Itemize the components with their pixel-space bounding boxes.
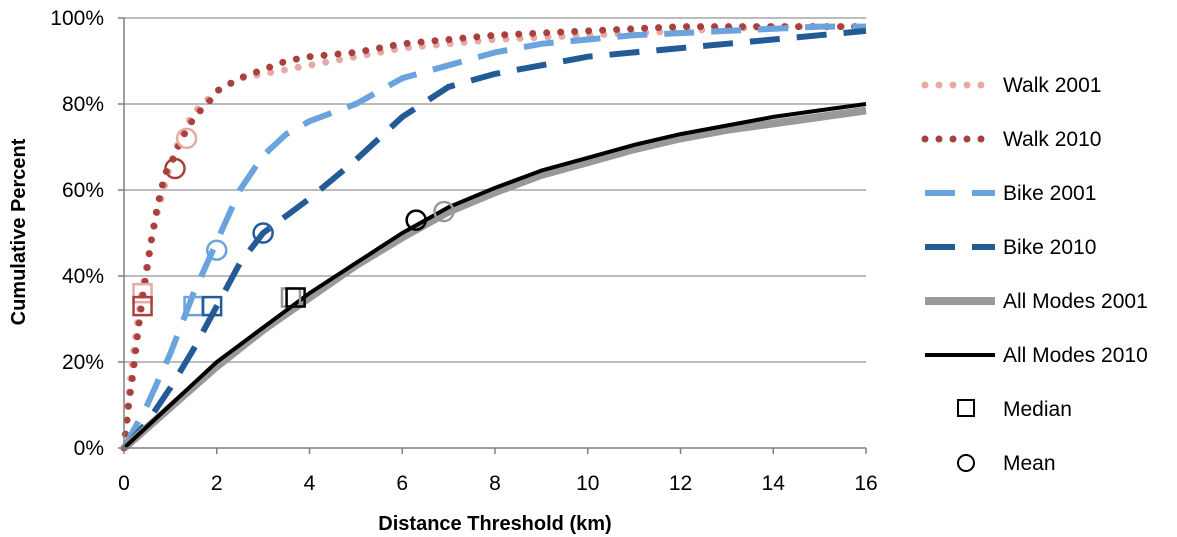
mean-marker-bike-2001 [206, 239, 228, 261]
x-tick-label: 12 [669, 472, 692, 495]
x-tick-label: 8 [489, 472, 501, 495]
series-line-all-modes-2010 [122, 102, 867, 450]
legend-label-median: Median [1003, 398, 1072, 421]
mean-marker-all-modes-2010 [405, 209, 427, 231]
y-tick-label: 20% [62, 351, 104, 374]
mean-marker-walk-2001 [175, 127, 198, 150]
axes [118, 17, 867, 454]
mean-marker-all-modes-2001 [433, 200, 455, 223]
y-tick-label: 80% [62, 93, 104, 116]
legend-median-square [957, 399, 975, 417]
x-tick-label: 0 [118, 472, 130, 495]
legend-label-all-modes-2010: All Modes 2010 [1003, 344, 1148, 367]
series-line-walk-2010 [120, 23, 870, 452]
y-axis-title: Cumulative Percent [8, 138, 30, 325]
median-marker-walk-2001 [132, 282, 153, 304]
series-line-bike-2001 [121, 23, 866, 450]
legend-label-bike-2010: Bike 2010 [1003, 236, 1096, 259]
mean-marker-walk-2010 [164, 157, 186, 180]
legend-label-bike-2001: Bike 2001 [1003, 182, 1096, 205]
tick-labels: 0% 20% 40% 60% 80% 100% 0 2 4 6 8 10 12 14 16 [50, 7, 877, 495]
series-line-all-modes-2001 [121, 106, 867, 452]
legend-mean-circle [957, 454, 975, 472]
series-line-walk-2001 [120, 23, 870, 452]
series-line-bike-2010 [121, 27, 867, 451]
x-tick-label: 2 [211, 472, 223, 495]
series-lines [120, 23, 870, 452]
x-tick-label: 16 [854, 472, 877, 495]
legend-label-all-modes-2001: All Modes 2001 [1003, 290, 1148, 313]
median-marker-all-modes-2010 [285, 287, 306, 308]
x-tick-label: 14 [762, 472, 786, 495]
x-axis-title: Distance Threshold (km) [378, 513, 611, 535]
y-tick-label: 100% [50, 7, 104, 30]
x-tick-label: 10 [576, 472, 599, 495]
y-tick-label: 40% [62, 265, 104, 288]
y-tick-label: 60% [62, 179, 104, 202]
x-tick-label: 4 [304, 472, 316, 495]
legend-label-walk-2001: Walk 2001 [1003, 74, 1101, 97]
y-tick-label: 0% [74, 437, 104, 460]
legend-label-mean: Mean [1003, 452, 1056, 475]
legend-label-walk-2010: Walk 2010 [1003, 128, 1101, 151]
legend: Walk 2001 Walk 2010 Bike 2001 Bike 2010 All … [921, 74, 1148, 475]
x-tick-label: 6 [396, 472, 408, 495]
mean-marker-bike-2010 [252, 222, 274, 244]
median-marker-walk-2010 [132, 295, 153, 317]
summary-markers [132, 127, 455, 317]
median-marker-bike-2010 [201, 295, 223, 317]
